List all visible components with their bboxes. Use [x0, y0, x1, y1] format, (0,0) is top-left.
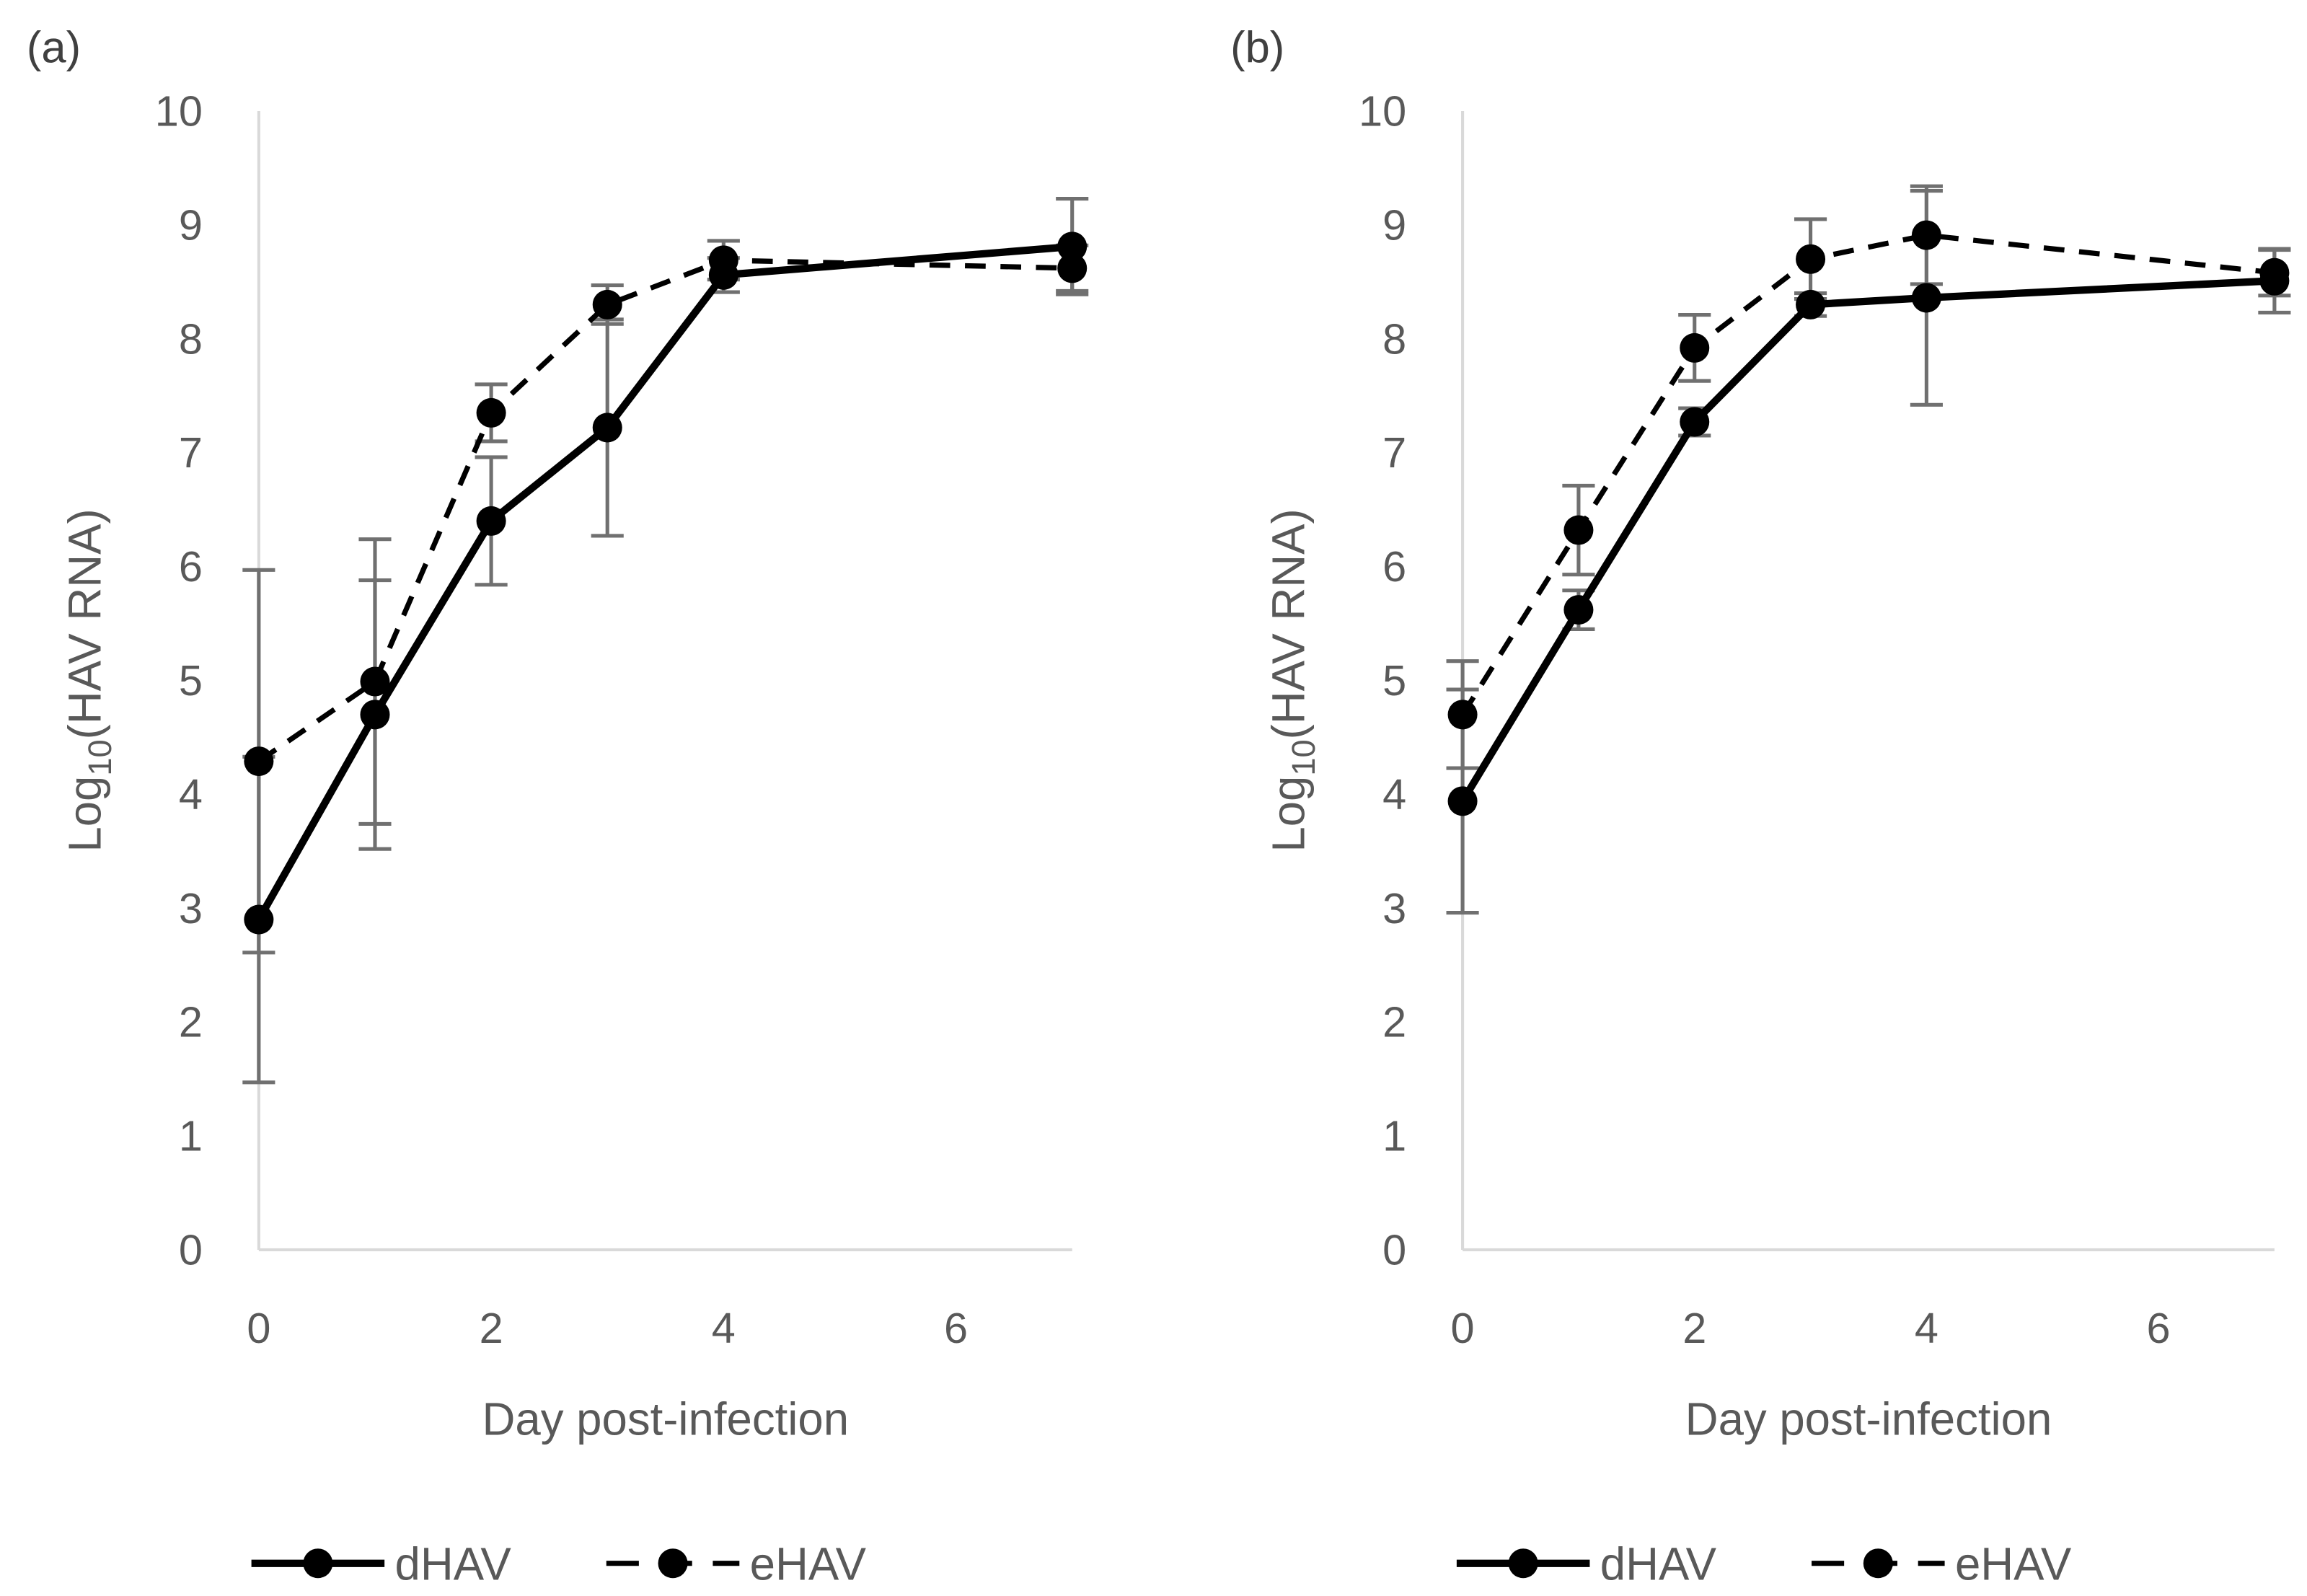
y-tick-label: 3 [1382, 884, 1406, 933]
y-tick-label: 6 [1382, 542, 1406, 591]
y-axis-label-subscript: 10 [1285, 739, 1322, 775]
data-point-dHAV [1057, 232, 1088, 262]
y-tick-label: 1 [1382, 1112, 1406, 1160]
x-tick-label: 4 [1915, 1304, 1938, 1352]
legend: dHAV eHAV [1456, 1538, 2072, 1590]
legend: dHAV eHAV [251, 1538, 867, 1590]
data-point-dHAV [1447, 786, 1478, 816]
y-tick-label: 8 [179, 314, 203, 363]
legend-label-dHAV: dHAV [395, 1538, 512, 1590]
y-tick-label: 5 [1382, 656, 1406, 705]
data-point-dHAV [360, 700, 390, 730]
x-axis-label: Day post-infection [482, 1393, 849, 1445]
data-point-eHAV [1447, 700, 1478, 730]
data-point-dHAV [1563, 595, 1594, 625]
data-point-eHAV [476, 397, 506, 428]
y-tick-label: 2 [179, 998, 203, 1046]
y-tick-label: 9 [179, 200, 203, 249]
y-tick-label: 2 [1382, 998, 1406, 1046]
data-point-eHAV [244, 746, 274, 777]
data-point-dHAV [1680, 407, 1710, 437]
legend-marker-dHAV [303, 1548, 333, 1579]
data-point-dHAV [476, 506, 506, 536]
y-axis-label-prefix: Log [1263, 776, 1315, 852]
x-tick-label: 2 [480, 1304, 503, 1352]
y-axis-label-suffix: (HAV RNA) [1263, 508, 1315, 739]
data-point-dHAV [1911, 283, 1941, 313]
y-axis-label-suffix: (HAV RNA) [59, 508, 110, 739]
y-tick-label: 0 [179, 1225, 203, 1274]
y-tick-label: 8 [1382, 314, 1406, 363]
data-point-eHAV [592, 289, 622, 319]
data-point-eHAV [1563, 515, 1594, 545]
y-axis-label-subscript: 10 [81, 739, 118, 775]
series-line-dHAV [1459, 277, 2275, 803]
data-point-eHAV [1680, 332, 1710, 363]
y-tick-label: 7 [1382, 428, 1406, 477]
legend-marker-eHAV [658, 1548, 688, 1579]
legend-marker-dHAV [1508, 1548, 1538, 1579]
data-point-dHAV [592, 413, 622, 443]
data-point-dHAV [244, 904, 274, 935]
chart-panel-b: (b) 0 1 2 3 4 5 6 7 8 9 10 0 2 4 6 Day post-infection Log… [1230, 22, 2291, 1590]
data-point-eHAV [1057, 253, 1088, 283]
x-tick-label: 0 [247, 1304, 270, 1352]
y-tick-label: 10 [1359, 87, 1406, 135]
x-tick-label: 0 [1451, 1304, 1475, 1352]
data-point-dHAV [1796, 289, 1826, 319]
series-line-eHAV [1460, 232, 2275, 716]
y-tick-label: 0 [1382, 1225, 1406, 1274]
y-axis-label: Log10(HAV RNA) [1263, 508, 1322, 852]
legend-label-dHAV: dHAV [1600, 1538, 1717, 1590]
y-tick-label: 9 [1382, 200, 1406, 249]
y-tick-label: 6 [179, 542, 203, 591]
y-tick-label: 4 [179, 770, 203, 819]
panel-label: (a) [27, 22, 81, 72]
data-point-eHAV [2259, 257, 2290, 288]
data-point-eHAV [708, 245, 738, 275]
data-point-eHAV [360, 666, 390, 697]
y-axis-label: Log10(HAV RNA) [59, 508, 118, 852]
x-tick-label: 6 [944, 1304, 968, 1352]
y-tick-label: 5 [179, 656, 203, 705]
y-tick-label: 1 [179, 1112, 203, 1160]
data-point-eHAV [1911, 220, 1941, 250]
data-point-eHAV [1796, 244, 1826, 274]
series-line-dHAV [255, 242, 1073, 922]
x-tick-label: 4 [712, 1304, 736, 1352]
legend-label-eHAV: eHAV [1955, 1538, 2072, 1590]
y-axis-label-prefix: Log [59, 776, 110, 852]
legend-marker-eHAV [1863, 1548, 1893, 1579]
chart-panel-a: (a) 0 1 2 3 4 5 6 7 8 9 10 0 2 4 6 Day post-infection Log… [27, 22, 1089, 1590]
series-line-eHAV [257, 257, 1072, 764]
y-tick-label: 3 [179, 884, 203, 933]
x-tick-label: 6 [2147, 1304, 2171, 1352]
x-axis-label: Day post-infection [1685, 1393, 2052, 1445]
panel-label: (b) [1230, 22, 1284, 72]
y-tick-label: 10 [155, 87, 203, 135]
x-tick-label: 2 [1682, 1304, 1706, 1352]
y-tick-label: 7 [179, 428, 203, 477]
y-tick-label: 4 [1382, 770, 1406, 819]
legend-label-eHAV: eHAV [750, 1538, 867, 1590]
